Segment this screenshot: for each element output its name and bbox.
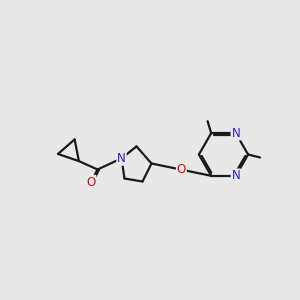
Text: O: O xyxy=(177,163,186,176)
Text: N: N xyxy=(231,169,240,182)
Text: N: N xyxy=(231,127,240,140)
Text: N: N xyxy=(117,152,126,165)
Text: O: O xyxy=(86,176,95,189)
